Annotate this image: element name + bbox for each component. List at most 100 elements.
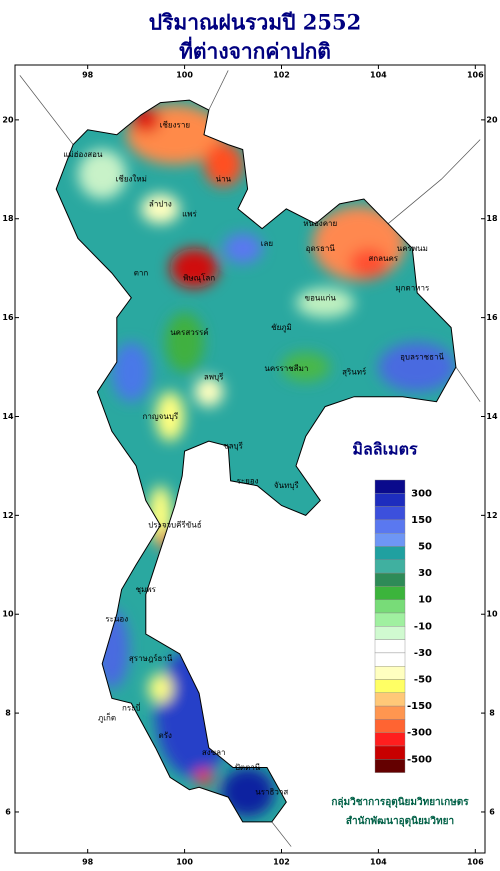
lon-tick-label: 98 <box>82 71 94 80</box>
credit-line-2: สำนักพัฒนาอุตุนิยมวิทยา <box>346 815 454 827</box>
field-blobs <box>77 105 456 817</box>
field-blob <box>223 233 263 264</box>
field-blob <box>203 142 243 187</box>
province-label: อุบลราชธานี <box>400 353 444 362</box>
field-blob <box>378 342 456 392</box>
lat-tick-label: 20 <box>2 115 14 124</box>
subtitle: ที่ต่างจากค่าปกติ <box>179 36 331 64</box>
province-label: ปัตตานี <box>235 763 261 772</box>
legend-label: 300 <box>411 488 432 499</box>
legend-swatch <box>374 559 406 574</box>
neighbour-border <box>271 821 292 847</box>
legend-label: -300 <box>407 728 432 739</box>
field-blob <box>165 312 204 372</box>
lat-tick-label: 16 <box>2 313 14 322</box>
lat-tick-label: 12 <box>2 511 13 520</box>
lon-tick-label: 100 <box>176 858 193 867</box>
province-label: สุราษฎร์ธานี <box>129 653 173 663</box>
lon-tick-label: 98 <box>82 858 94 867</box>
neighbour-border <box>387 139 481 224</box>
province-label: สุรินทร์ <box>342 366 367 376</box>
province-label: อุดรธานี <box>306 244 336 253</box>
lat-tick-label: 6 <box>5 807 11 816</box>
legend-label: 150 <box>411 515 432 526</box>
lon-tick-label: 104 <box>370 71 387 80</box>
province-label: เชียงใหม่ <box>116 175 147 184</box>
legend-swatch <box>374 666 406 680</box>
legend-swatch <box>374 719 406 733</box>
lon-tick-label: 102 <box>273 858 290 867</box>
lat-tick-label: 10 <box>2 610 14 619</box>
legend-swatch <box>374 519 406 534</box>
legend-swatch <box>374 639 406 654</box>
lat-tick-label: 8 <box>489 709 495 718</box>
legend-swatch <box>374 652 406 667</box>
field-blob <box>155 391 185 442</box>
legend-swatch <box>374 493 406 507</box>
province-label: กาญจนบุรี <box>143 412 179 421</box>
legend-swatch <box>374 572 406 587</box>
field-blob <box>195 769 213 785</box>
field-blob <box>111 342 151 402</box>
lon-tick-label: 100 <box>176 71 193 80</box>
legend-title: มิลลิเมตร <box>352 440 418 459</box>
field-blob <box>140 194 180 224</box>
province-label: น่าน <box>216 175 232 184</box>
lon-tick-label: 106 <box>467 71 484 80</box>
legend-swatch <box>374 732 406 747</box>
title: ปริมาณฝนรวมปี 2552 <box>149 10 361 35</box>
lat-tick-label: 14 <box>2 412 14 421</box>
legend-label: -10 <box>414 621 432 632</box>
field-blob <box>194 376 224 407</box>
neighbour-border <box>19 75 74 145</box>
legend-swatch <box>374 586 406 600</box>
province-label: ลพบุรี <box>204 372 224 381</box>
legend-swatch <box>374 533 406 547</box>
lat-tick-label: 16 <box>486 313 498 322</box>
legend-swatch <box>374 612 406 627</box>
province-label: เลย <box>261 239 273 248</box>
credit-line-1: กลุ่มวิชาการอุตุนิยมวิทยาเกษตร <box>331 796 469 808</box>
province-label: ชัยภูมิ <box>271 323 292 333</box>
province-label: ตรัง <box>159 731 172 740</box>
neighbour-border <box>208 70 229 111</box>
province-label: แพร่ <box>182 209 197 218</box>
lat-tick-label: 8 <box>5 709 11 718</box>
province-label: พิษณุโลก <box>183 273 215 283</box>
province-label: สงขลา <box>202 748 226 757</box>
legend-swatch <box>374 745 406 760</box>
province-label: ระยอง <box>237 476 259 485</box>
province-label: จันทบุรี <box>274 481 300 490</box>
legend-swatch <box>374 679 406 694</box>
province-label: นครราชสีมา <box>264 364 308 373</box>
lat-tick-label: 18 <box>2 214 14 223</box>
legend-swatch <box>374 479 406 494</box>
province-label: นราธิวาส <box>255 788 288 797</box>
field-blob <box>296 287 355 318</box>
legend-swatch <box>374 705 406 720</box>
legend-label: -150 <box>407 701 432 712</box>
field-blob <box>220 767 275 817</box>
legend-swatch <box>374 759 406 773</box>
province-label: นครพนม <box>397 244 428 253</box>
lat-tick-label: 20 <box>486 115 498 124</box>
legend-swatch <box>374 626 406 640</box>
legend-label: -30 <box>414 648 432 659</box>
province-label: สกลนคร <box>368 254 398 263</box>
legend-swatch <box>374 546 406 561</box>
lat-tick-label: 10 <box>486 610 498 619</box>
field-blob <box>281 352 330 382</box>
lat-tick-label: 14 <box>486 412 498 421</box>
field-blob <box>148 673 173 704</box>
province-label: แม่ฮ่องสอน <box>63 150 103 159</box>
lon-tick-label: 104 <box>370 858 387 867</box>
province-label: ชลบุรี <box>223 442 243 451</box>
field-blob <box>77 149 127 199</box>
legend-label: 50 <box>418 542 432 553</box>
province-label: ระนอง <box>105 615 128 624</box>
province-label: ภูเก็ต <box>98 713 116 724</box>
province-label: เชียงราย <box>160 120 190 129</box>
field-blob <box>349 248 389 279</box>
